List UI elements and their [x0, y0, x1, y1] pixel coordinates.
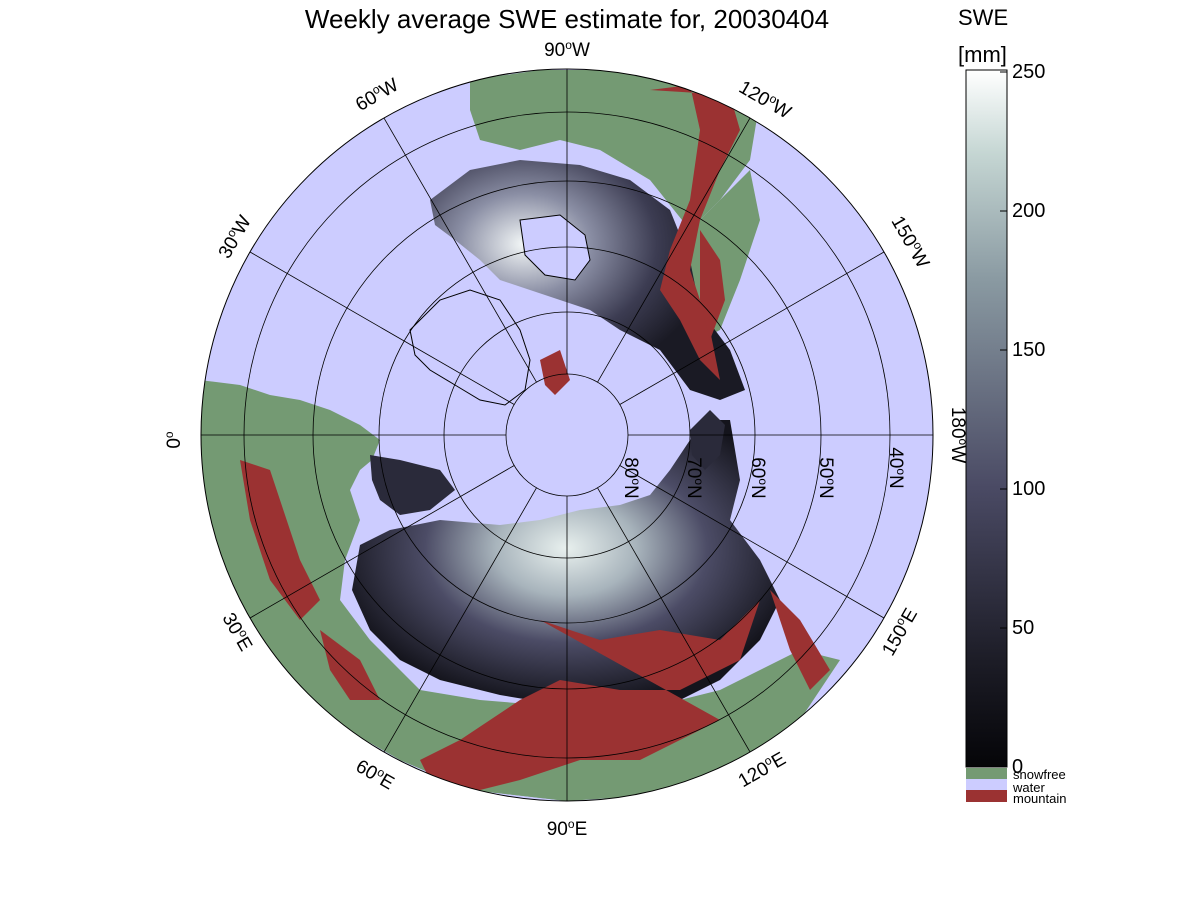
legend-label-water: water [1012, 780, 1045, 795]
mountain-patches [240, 85, 830, 800]
meridian-line [383, 117, 537, 383]
north-america-snow-region [430, 160, 745, 400]
colorbar-tick-label-200: 200 [1012, 200, 1045, 222]
arctic-island-region [690, 410, 725, 470]
colorbar-ticks: 0 50 100 150 200 250 [1000, 61, 1045, 778]
colorbar-tick-label-0: 0 [1012, 756, 1023, 778]
north-america-snowfree-region [470, 70, 760, 230]
legend-label-snowfree: snowfree [1013, 767, 1066, 782]
map-title: Weekly average SWE estimate for, 2003040… [304, 4, 830, 34]
meridian-label-180w: 180oW [947, 407, 970, 463]
colorbar: SWE [mm] 0 50 100 150 200 250 snowfree w… [958, 5, 1066, 806]
colorbar-gradient [965, 69, 1008, 768]
parallel-label-80n: 80oN [620, 457, 643, 499]
colorbar-tick-label-150: 150 [1012, 339, 1045, 361]
parallel-label-60n: 60oN [747, 457, 770, 499]
meridian-line [597, 117, 751, 383]
meridian-label-0: 0o [162, 431, 185, 449]
meridian-line [249, 251, 515, 405]
europe-snowfree-region [201, 380, 567, 801]
colorbar-tick-label-250: 250 [1012, 61, 1045, 83]
colorbar-tick-label-100: 100 [1012, 478, 1045, 500]
legend-swatch-mountain [966, 790, 1007, 802]
meridian-lines [201, 69, 933, 801]
meridian-label-60w: 60oW [351, 73, 402, 116]
meridian-line [619, 251, 885, 405]
parallel-label-40n: 40oN [885, 447, 908, 489]
meridian-line [383, 487, 537, 753]
parallel-labels: 80oN 70oN 60oN 50oN 40oN [620, 447, 908, 499]
legend-swatch-water [966, 779, 1007, 790]
legend-swatch-snowfree [966, 768, 1007, 779]
meridian-line [597, 487, 751, 753]
parallel-label-50n: 50oN [815, 457, 838, 499]
meridian-line [619, 465, 885, 619]
colorbar-tick-label-50: 50 [1012, 617, 1034, 639]
parallel-label-70n: 70oN [683, 457, 706, 499]
colorbar-title-unit: [mm] [958, 42, 1007, 67]
graticule [200, 68, 934, 802]
meridian-label-150w: 150oW [887, 212, 935, 272]
meridian-label-90w: 90oW [544, 38, 590, 61]
legend-label-mountain: mountain [1013, 791, 1066, 806]
meridian-label-60e: 60oE [352, 754, 399, 794]
map-disc [201, 69, 933, 801]
meridian-line [249, 465, 515, 619]
meridian-label-90e: 90oE [547, 817, 588, 840]
scandinavia-snow-region [370, 455, 455, 515]
colorbar-title-swe: SWE [958, 5, 1008, 30]
